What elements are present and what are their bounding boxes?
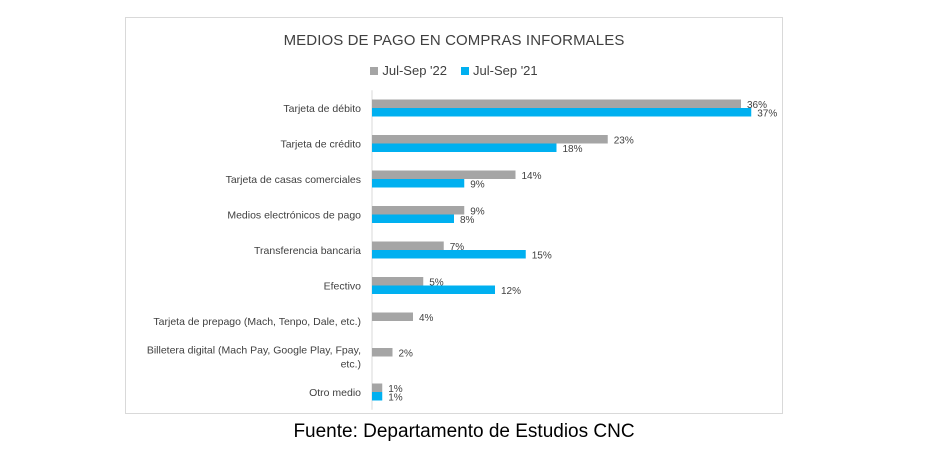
bar-2022	[372, 277, 424, 286]
bar-2022	[372, 241, 444, 250]
bar-2022	[372, 170, 516, 179]
bar-2021	[372, 143, 557, 152]
data-label: 1%	[388, 392, 403, 403]
bar-2022	[372, 135, 608, 144]
category-label: Tarjeta de prepago (Mach, Tenpo, Dale, e…	[153, 316, 361, 328]
category-label: Tarjeta de casas comerciales	[226, 174, 361, 186]
data-label: 8%	[460, 215, 475, 226]
data-label: 15%	[532, 250, 552, 261]
data-label: 37%	[757, 108, 777, 119]
data-label: 9%	[470, 179, 485, 190]
category-label: Efectivo	[324, 281, 362, 293]
bar-2022	[372, 312, 413, 321]
category-label: Tarjeta de débito	[283, 103, 361, 115]
data-label: 7%	[450, 242, 465, 253]
bar-2022	[372, 206, 465, 215]
legend-label-2022: Jul-Sep '22	[382, 63, 447, 78]
bar-2021	[372, 108, 752, 117]
data-label: 5%	[429, 277, 444, 288]
source-note: Fuente: Departamento de Estudios CNC	[293, 421, 635, 442]
chart-frame: MEDIOS DE PAGO EN COMPRAS INFORMALES Jul…	[125, 17, 783, 414]
bar-2022	[372, 383, 383, 392]
legend-item-2021: Jul-Sep '21	[461, 63, 538, 78]
data-label: 2%	[399, 348, 414, 359]
data-label: 18%	[563, 144, 583, 155]
category-label: Medios electrónicos de pago	[227, 210, 361, 222]
data-label: 14%	[522, 171, 542, 182]
legend-swatch-2021	[461, 66, 469, 75]
chart-title: MEDIOS DE PAGO EN COMPRAS INFORMALES	[283, 32, 625, 49]
bar-2022	[372, 348, 393, 357]
data-label: 36%	[747, 100, 767, 111]
data-label: 23%	[614, 135, 634, 146]
data-label: 9%	[470, 206, 485, 217]
data-label: 4%	[419, 313, 434, 324]
legend: Jul-Sep '22 Jul-Sep '21	[126, 63, 782, 78]
bar-2021	[372, 392, 383, 401]
bar-2021	[372, 179, 465, 188]
data-label: 12%	[501, 286, 521, 297]
category-label: Transferencia bancaria	[254, 245, 361, 257]
bar-2022	[372, 99, 741, 108]
data-label: 1%	[388, 384, 403, 395]
legend-swatch-2022	[370, 66, 379, 75]
bar-2021	[372, 214, 454, 223]
legend-item-2022: Jul-Sep '22	[370, 63, 447, 78]
category-label: Tarjeta de crédito	[280, 139, 361, 151]
legend-label-2021: Jul-Sep '21	[473, 63, 538, 78]
bar-chart-plot: Tarjeta de débito 36%37% Tarjeta de crédit…	[147, 90, 777, 410]
category-label: Billetera digital (Mach Pay, Google Play…	[147, 345, 361, 371]
bar-2021	[372, 250, 526, 259]
category-label: Otro medio	[309, 387, 361, 399]
bar-2021	[372, 285, 495, 294]
